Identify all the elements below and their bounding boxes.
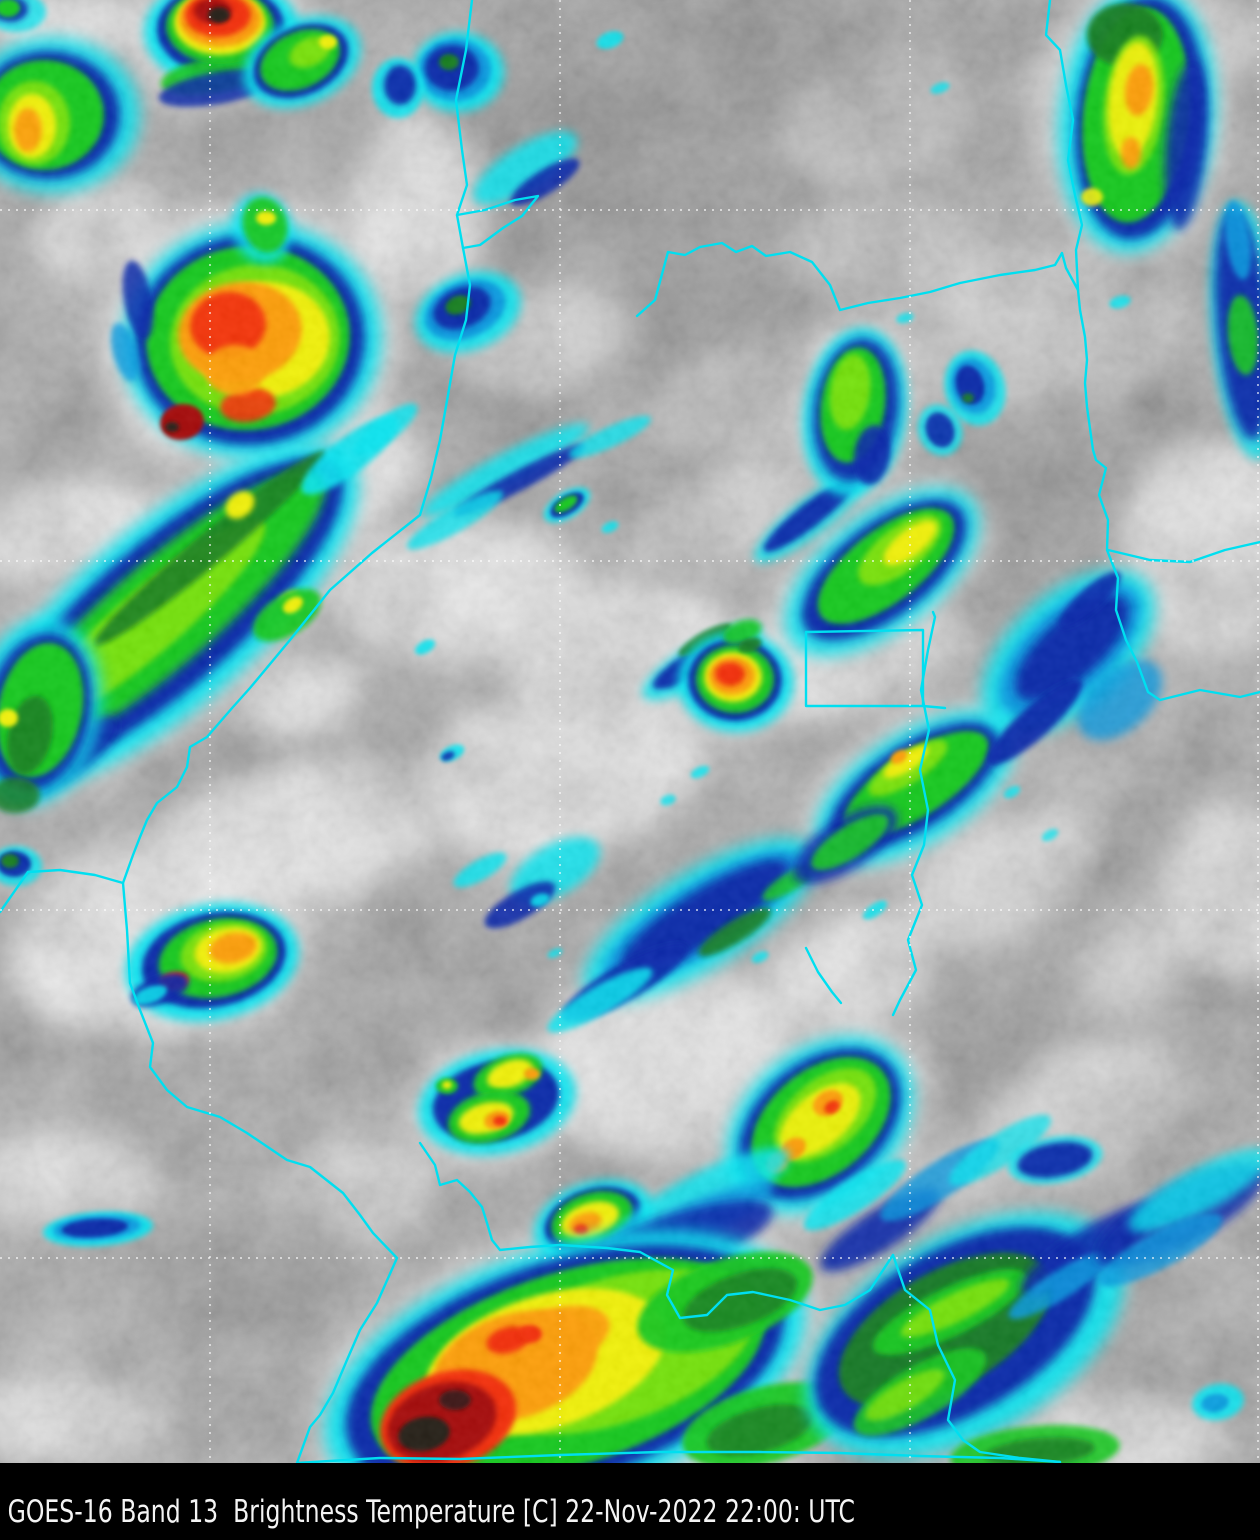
map-border-line (921, 704, 947, 710)
caption-bar: GOES-16 Band 13 Brightness Temperature [… (0, 1463, 1260, 1540)
map-border-line (0, 868, 125, 914)
map-border-line (891, 610, 937, 1017)
map-border-line (418, 1141, 895, 1320)
map-border-line (891, 1253, 1062, 1463)
map-border-layer (0, 0, 1260, 1463)
satellite-image-area (0, 0, 1260, 1463)
caption-text: GOES-16 Band 13 Brightness Temperature [… (7, 1493, 856, 1530)
map-border-line (635, 241, 1080, 318)
latlon-gridlines (0, 0, 1260, 1463)
map-border-line (295, 1450, 1062, 1463)
map-border-line (1044, 0, 1260, 702)
pixel-grain (0, 0, 1260, 1463)
map-border-line (1106, 540, 1260, 564)
map-border-line (455, 194, 540, 250)
map-border-line (804, 946, 843, 1005)
satellite-image (0, 0, 1260, 1463)
map-border-line (121, 0, 474, 1463)
